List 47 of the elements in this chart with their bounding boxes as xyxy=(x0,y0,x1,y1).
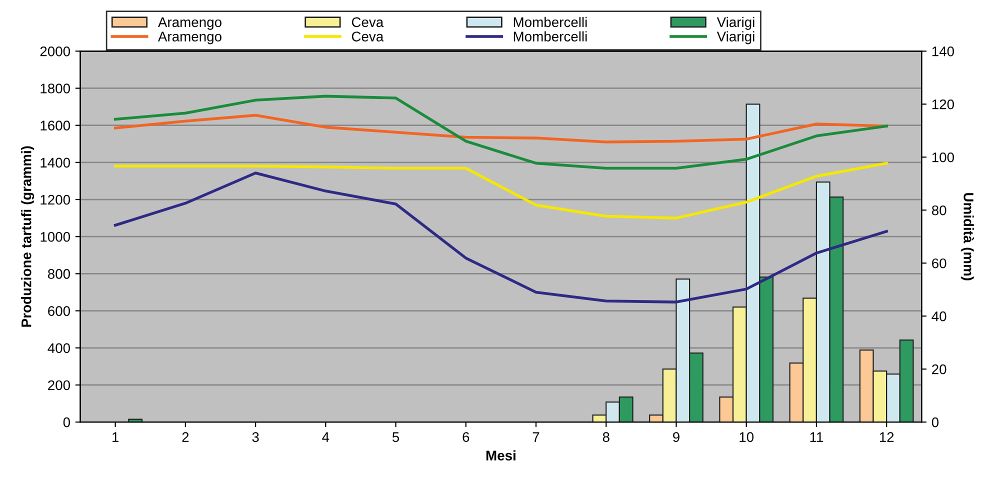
x-tick-label: 2 xyxy=(182,432,189,442)
line-series xyxy=(114,94,888,170)
y-tick-label: 400 xyxy=(48,343,70,354)
line-series xyxy=(114,172,888,304)
x-axis-title: Mesi xyxy=(486,450,516,460)
x-tick-label: 1 xyxy=(112,432,119,442)
bar xyxy=(128,418,143,422)
y2-tick-label: 20 xyxy=(932,364,946,374)
y2-tick-label: 40 xyxy=(932,311,946,322)
legend-label: Ceva xyxy=(352,32,384,42)
y-tick-label: 1600 xyxy=(40,120,70,130)
x-tick-label: 3 xyxy=(252,432,259,442)
y-tick-label: 0 xyxy=(63,417,70,428)
line-series xyxy=(114,114,888,144)
x-tick-label: 4 xyxy=(322,432,330,442)
legend-label: Mombercelli xyxy=(514,31,587,42)
legend-label: Aramengo xyxy=(158,32,222,44)
legend-label: Ceva xyxy=(352,17,384,28)
y-tick-label: 600 xyxy=(48,306,70,316)
y-tick-label: 1000 xyxy=(40,232,70,242)
x-tick-label: 6 xyxy=(462,432,470,442)
y-tick-label: 200 xyxy=(48,380,70,390)
y2-tick-label: 120 xyxy=(932,99,954,110)
y2-tick-label: 140 xyxy=(932,46,954,56)
x-tick-label: 12 xyxy=(880,432,894,442)
y2-tick-label: 80 xyxy=(932,205,946,216)
legend-label: Aramengo xyxy=(158,17,222,30)
y2-tick-label: 100 xyxy=(932,152,954,162)
y-axis-title: Produzione tartufi (grammi) xyxy=(21,146,34,327)
legend-label: Viarigi xyxy=(716,31,754,44)
x-tick-label: 11 xyxy=(810,432,823,442)
x-tick-label: 7 xyxy=(532,432,540,442)
x-tick-label: 9 xyxy=(673,432,680,442)
y2-tick-label: 60 xyxy=(932,258,946,268)
y-tick-label: 1400 xyxy=(40,158,70,168)
y-tick-label: 2000 xyxy=(40,46,70,56)
y2-tick-label: 0 xyxy=(932,417,939,428)
y2-axis-title: Umidità (mm) xyxy=(960,193,974,280)
legend-label: Viarigi xyxy=(716,16,754,30)
y-tick-label: 1200 xyxy=(40,194,70,205)
x-tick-label: 10 xyxy=(740,432,754,442)
x-tick-label: 8 xyxy=(602,432,610,442)
y-tick-label: 1800 xyxy=(40,84,70,94)
x-tick-label: 5 xyxy=(392,432,400,442)
legend-label: Mombercelli xyxy=(514,16,587,28)
line-series xyxy=(114,162,888,220)
y-tick-label: 800 xyxy=(48,269,70,279)
